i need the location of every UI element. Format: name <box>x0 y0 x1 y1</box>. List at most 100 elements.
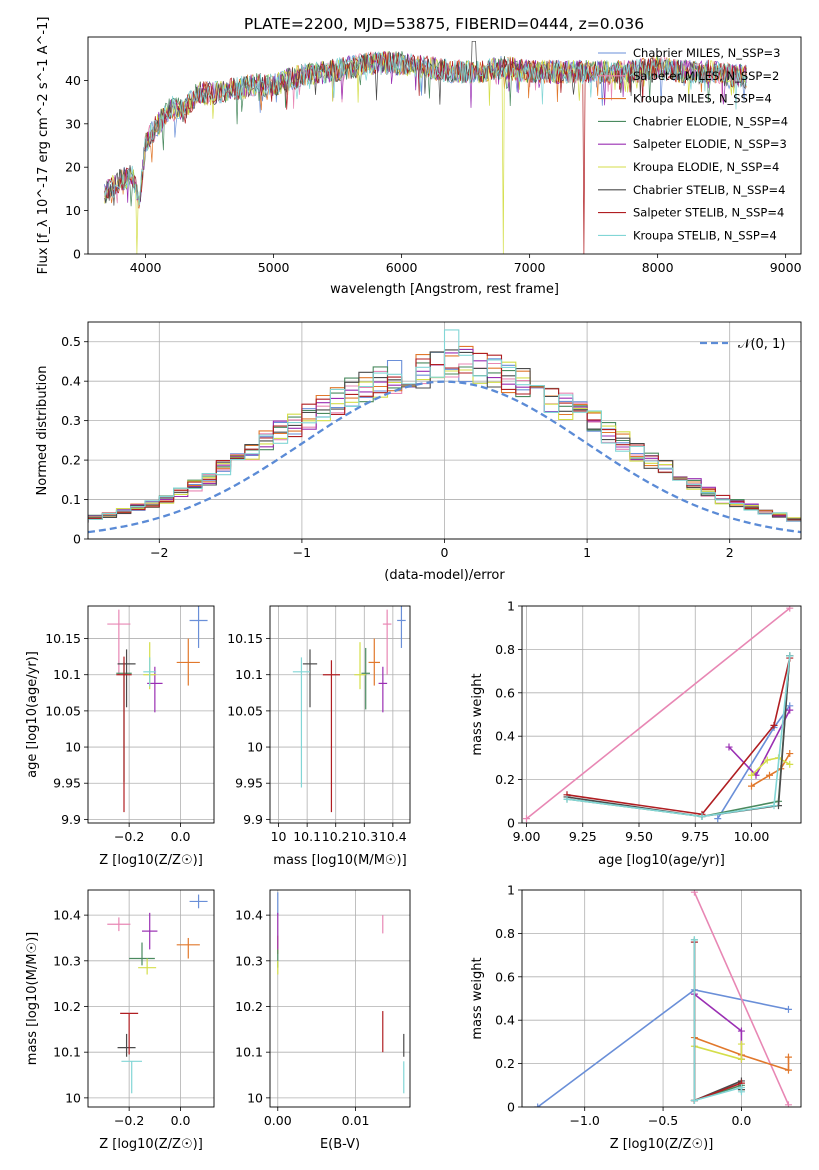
weight-marker <box>737 1040 745 1048</box>
legend-entry: Chabrier STELIB, N_SSP=4 <box>633 183 785 197</box>
x-axis-label: (data-model)/error <box>384 568 505 583</box>
histogram-step <box>88 361 801 522</box>
x-axis-label: mass [log10(M/M☉)] <box>273 853 406 868</box>
weight-marker <box>763 756 771 764</box>
y-tick-label: 0 <box>507 816 515 831</box>
legend-entry: Kroupa ELODIE, N_SSP=4 <box>633 160 779 174</box>
weight-marker <box>766 771 773 779</box>
legend-entry: 𝒩(0, 1) <box>738 337 785 352</box>
y-tick-label: 0 <box>73 247 81 262</box>
y-tick-label: 0.2 <box>495 1056 515 1071</box>
y-tick-label: 10.3 <box>235 953 263 968</box>
y-tick-label: 10.1 <box>53 1045 81 1060</box>
x-tick-label: 6000 <box>386 260 418 275</box>
axes-weight-vs-Z: −1.0 −0.5 0.0 0 0.2 0.4 0.6 0.8 1 Z [log10(Z/Z☉)]… <box>470 883 802 1152</box>
legend-entry: Chabrier MILES, N_SSP=3 <box>633 46 780 60</box>
weight-marker <box>784 1053 792 1061</box>
y-tick-label: 10.1 <box>53 667 81 682</box>
y-axis-label: mass weight <box>470 673 485 755</box>
spectrum-series-line <box>104 51 747 254</box>
y-tick-label: 0.8 <box>495 926 515 941</box>
y-axis-label: mass weight <box>470 957 485 1039</box>
x-tick-label: −0.2 <box>114 1113 144 1128</box>
y-tick-label: 0.4 <box>495 1013 515 1028</box>
weight-series-line <box>526 607 791 820</box>
y-tick-label: 10.15 <box>227 631 263 646</box>
x-tick-label: 10 <box>271 829 287 844</box>
axes-age-vs-mass: 10 10.1 10.2 10.3 10.49.99.951010.0510.110.1… <box>227 605 411 868</box>
x-tick-label: 0.01 <box>342 1113 370 1128</box>
y-tick-label: 10.4 <box>235 908 263 923</box>
y-tick-label: 0.4 <box>495 729 515 744</box>
weight-marker <box>523 815 530 823</box>
weight-marker <box>563 795 571 803</box>
axes-mass-vs-EBV: 0.00 0.01 10 10.1 10.2 10.3 10.4 E(B-V) <box>235 889 411 1152</box>
y-tick-label: 0 <box>507 1100 515 1115</box>
figure-title: PLATE=2200, MJD=53875, FIBERID=0444, z=0… <box>244 15 644 33</box>
y-tick-label: 0.4 <box>61 374 81 389</box>
normal-curve <box>88 380 801 534</box>
weight-series-line <box>693 993 743 1060</box>
x-tick-label: 10.4 <box>379 829 407 844</box>
y-tick-label: 40 <box>65 73 81 88</box>
y-axis-label: mass [log10(M/M☉)] <box>25 932 40 1065</box>
x-tick-label: −0.5 <box>648 1113 678 1128</box>
x-tick-label: 2 <box>726 545 734 560</box>
y-tick-label: 9.95 <box>53 776 81 791</box>
weight-series-line <box>750 757 791 776</box>
y-tick-label: 10 <box>247 1090 263 1105</box>
weight-marker <box>748 771 755 779</box>
histogram-step <box>88 362 801 522</box>
axes-spectrum: 4000 5000 6000 7000 8000 9000 0 10 20 30 40 wavelen… <box>36 17 802 297</box>
x-tick-label: 9.75 <box>681 829 709 844</box>
y-tick-label: 10 <box>65 740 81 755</box>
y-tick-label: 10.05 <box>227 703 263 718</box>
x-tick-label: −1.0 <box>570 1113 600 1128</box>
x-tick-label: 9000 <box>770 260 802 275</box>
x-tick-label: 0.00 <box>264 1113 292 1128</box>
axes-frame <box>269 605 411 824</box>
axes-frame <box>521 605 802 824</box>
x-tick-label: 9.25 <box>569 829 597 844</box>
weight-series-line <box>694 1036 790 1072</box>
weight-marker <box>786 706 794 714</box>
weight-series-line <box>693 942 743 1102</box>
histogram-step <box>88 352 801 523</box>
y-axis-label: Flux [f_λ 10^-17 erg cm^-2 s^-1 A^-1] <box>36 17 51 275</box>
weight-series-line <box>566 655 791 818</box>
x-tick-label: −1 <box>293 545 311 560</box>
weight-marker <box>770 802 778 810</box>
weight-marker <box>534 1103 542 1107</box>
legend-entry: Kroupa MILES, N_SSP=4 <box>633 92 772 106</box>
axes-frame <box>87 321 802 540</box>
y-tick-label: 10.2 <box>235 999 263 1014</box>
weight-series-line <box>566 657 791 816</box>
x-axis-label: wavelength [Angstrom, rest frame] <box>330 282 559 297</box>
x-tick-label: 4000 <box>130 260 162 275</box>
x-tick-label: 10.00 <box>734 829 770 844</box>
axes-mass-vs-Z: −0.2 0.0 10 10.1 10.2 10.3 10.4 Z [log10(Z/Z☉)]… <box>25 889 215 1152</box>
x-tick-label: 1 <box>583 545 591 560</box>
weight-marker <box>698 812 706 820</box>
x-axis-label: age [log10(age/yr)] <box>598 853 725 868</box>
weight-marker <box>714 815 722 823</box>
legend-entry: Chabrier ELODIE, N_SSP=4 <box>633 114 788 128</box>
axes-frame <box>269 889 411 1108</box>
y-tick-label: 0.6 <box>495 969 515 984</box>
y-tick-label: 10 <box>65 203 81 218</box>
y-tick-label: 1 <box>507 599 515 614</box>
y-tick-label: 0.6 <box>495 685 515 700</box>
y-tick-label: 10.2 <box>53 999 81 1014</box>
y-tick-label: 20 <box>65 160 81 175</box>
weight-marker <box>725 743 733 751</box>
weight-series-line <box>693 942 742 1102</box>
weight-series-line <box>693 891 790 1106</box>
weight-marker <box>748 782 755 790</box>
x-axis-label: Z [log10(Z/Z☉)] <box>99 1137 203 1152</box>
x-tick-label: 8000 <box>642 260 674 275</box>
weight-marker <box>690 890 698 896</box>
histogram-step <box>88 351 801 523</box>
y-tick-label: 10.15 <box>45 631 81 646</box>
y-tick-label: 9.9 <box>243 812 263 827</box>
axes-frame <box>521 889 802 1108</box>
